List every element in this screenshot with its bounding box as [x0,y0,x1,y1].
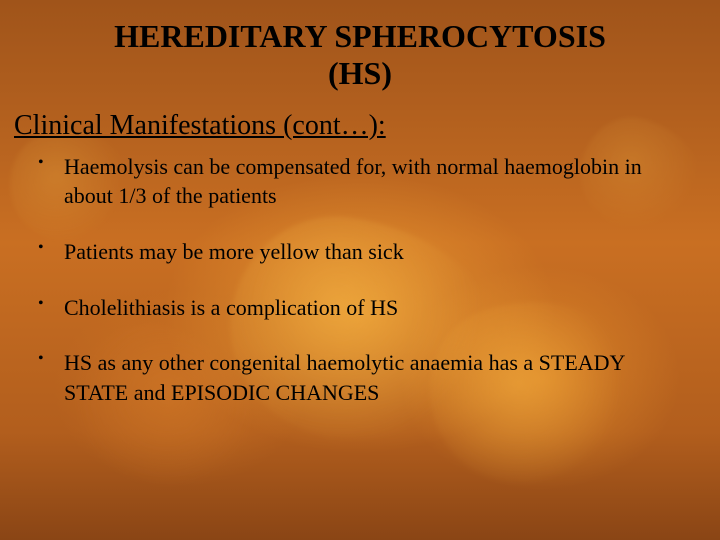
title-line-1: HEREDITARY SPHEROCYTOSIS [0,18,720,55]
list-item: Haemolysis can be compensated for, with … [30,152,680,211]
list-item: Cholelithiasis is a complication of HS [30,293,680,323]
list-item: Patients may be more yellow than sick [30,237,680,267]
slide: HEREDITARY SPHEROCYTOSIS (HS) Clinical M… [0,0,720,540]
bullet-text: Patients may be more yellow than sick [64,239,404,264]
slide-subtitle: Clinical Manifestations (cont…): [14,110,720,142]
title-line-2: (HS) [0,55,720,92]
list-item: HS as any other congenital haemolytic an… [30,348,680,407]
bullet-list: Haemolysis can be compensated for, with … [0,152,720,408]
slide-title: HEREDITARY SPHEROCYTOSIS (HS) [0,0,720,92]
bullet-text: Haemolysis can be compensated for, with … [64,154,642,209]
bullet-text: Cholelithiasis is a complication of HS [64,295,398,320]
bullet-text: HS as any other congenital haemolytic an… [64,350,625,405]
